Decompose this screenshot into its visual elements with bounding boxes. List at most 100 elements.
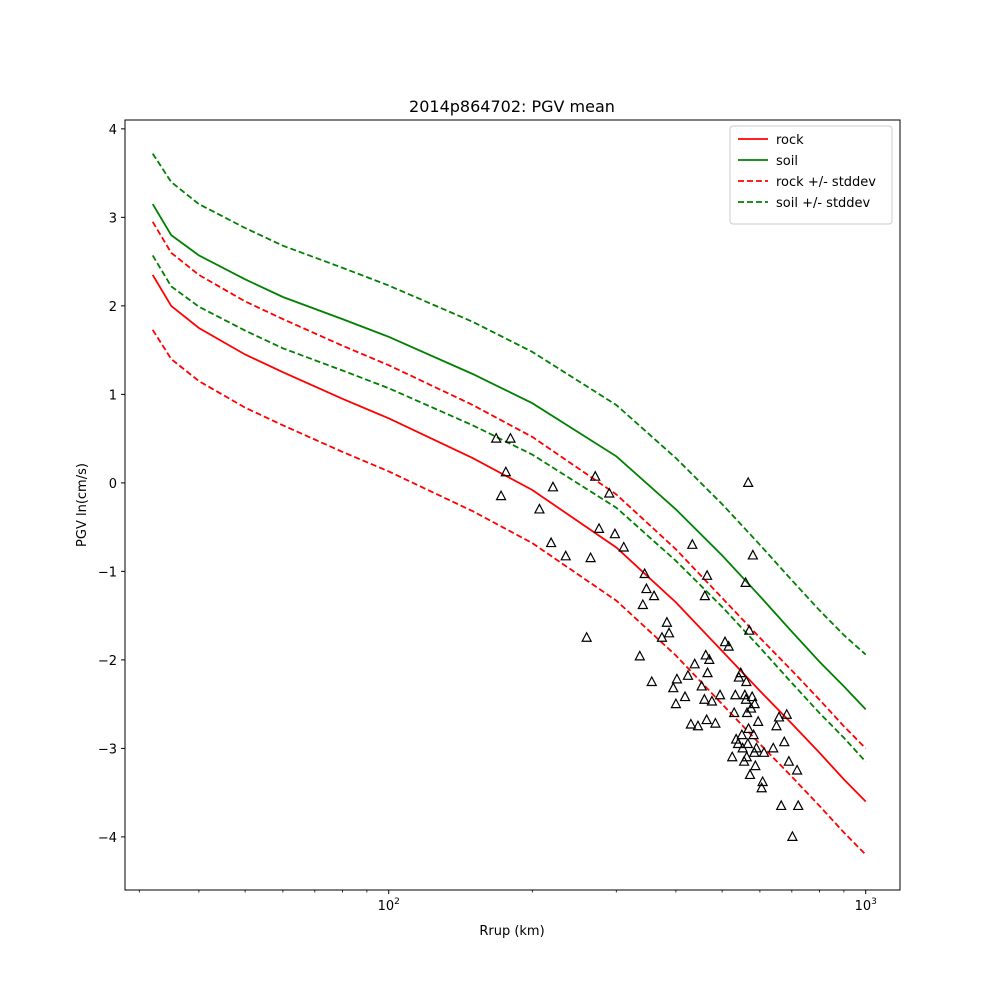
y-tick-label: −2 bbox=[98, 654, 117, 669]
observation-point bbox=[639, 567, 651, 579]
observation-point bbox=[495, 489, 507, 501]
series-line-2 bbox=[151, 221, 867, 750]
x-tick-label: 103 bbox=[855, 897, 877, 914]
y-tick-label: −4 bbox=[98, 831, 117, 846]
observation-point bbox=[701, 569, 713, 580]
observation-point bbox=[756, 781, 768, 793]
observation-point bbox=[637, 598, 649, 610]
legend-box bbox=[729, 125, 893, 225]
observation-point bbox=[740, 576, 752, 587]
observation-point bbox=[757, 775, 769, 787]
observation-point bbox=[770, 719, 782, 731]
observation-point bbox=[743, 624, 755, 635]
observation-point bbox=[500, 465, 512, 477]
observation-point bbox=[773, 711, 785, 722]
observation-point bbox=[692, 719, 704, 731]
observation-point bbox=[749, 759, 761, 771]
series-line-5 bbox=[151, 254, 867, 763]
legend-label: soil +/- stddev bbox=[776, 196, 871, 211]
plot-area-frame bbox=[124, 119, 901, 891]
observation-point bbox=[792, 799, 804, 811]
y-tick-label: 1 bbox=[109, 388, 117, 403]
series-line-3 bbox=[151, 329, 867, 856]
observation-point bbox=[752, 715, 764, 726]
observation-point bbox=[618, 541, 630, 552]
observation-point bbox=[699, 589, 711, 601]
x-tick-label: 102 bbox=[378, 897, 400, 914]
observation-point bbox=[640, 582, 652, 594]
observation-point bbox=[581, 631, 593, 642]
observation-point bbox=[679, 690, 691, 702]
observation-point bbox=[648, 589, 660, 601]
observation-point bbox=[729, 689, 741, 700]
observation-point bbox=[593, 522, 605, 533]
observation-point bbox=[634, 650, 646, 661]
observation-point bbox=[689, 658, 701, 669]
y-tick-label: 3 bbox=[109, 211, 117, 226]
observation-point bbox=[661, 616, 673, 627]
observation-point bbox=[663, 627, 675, 638]
observation-point bbox=[743, 722, 755, 734]
observation-point bbox=[746, 690, 758, 702]
observation-point bbox=[696, 680, 708, 691]
observation-point bbox=[740, 675, 752, 687]
observation-point bbox=[786, 830, 798, 841]
observation-point bbox=[533, 503, 545, 514]
observation-point bbox=[701, 713, 713, 725]
y-tick-label: 0 bbox=[109, 477, 117, 492]
observation-point bbox=[744, 768, 756, 780]
observation-point bbox=[735, 666, 747, 678]
observation-point bbox=[609, 527, 621, 539]
observation-point bbox=[682, 669, 694, 680]
observation-point bbox=[547, 481, 559, 492]
legend-label: soil bbox=[776, 154, 798, 169]
observation-point bbox=[702, 666, 714, 678]
observation-point bbox=[703, 653, 715, 664]
observation-point bbox=[685, 718, 697, 729]
y-axis-label: PGV ln(cm/s) bbox=[75, 463, 90, 547]
observation-point bbox=[723, 640, 735, 651]
observation-point bbox=[742, 476, 754, 487]
observation-point bbox=[585, 551, 597, 563]
legend-label: rock +/- stddev bbox=[776, 175, 876, 190]
observation-point bbox=[726, 750, 738, 762]
observation-point bbox=[667, 681, 679, 693]
observation-point bbox=[747, 549, 759, 560]
observation-point bbox=[775, 799, 787, 811]
observation-point bbox=[646, 675, 658, 687]
observation-point bbox=[748, 728, 760, 740]
y-tick-label: 2 bbox=[109, 300, 117, 315]
series-line-0 bbox=[151, 274, 867, 803]
chart-title: 2014p864702: PGV mean bbox=[409, 97, 615, 116]
observation-point bbox=[719, 635, 731, 647]
observation-point bbox=[545, 536, 557, 548]
observation-point bbox=[791, 764, 803, 775]
observation-point bbox=[714, 689, 726, 700]
observation-point bbox=[700, 649, 712, 660]
observation-point bbox=[741, 750, 753, 762]
observation-point bbox=[783, 755, 795, 766]
observation-point bbox=[781, 708, 793, 719]
observation-point bbox=[749, 697, 761, 709]
observation-point bbox=[706, 695, 718, 706]
series-line-4 bbox=[151, 153, 867, 656]
observation-point bbox=[698, 693, 710, 704]
y-tick-label: 4 bbox=[109, 123, 117, 138]
y-tick-label: −3 bbox=[98, 742, 117, 757]
observation-point bbox=[490, 432, 502, 443]
observation-point bbox=[750, 742, 762, 753]
observation-point bbox=[728, 706, 740, 718]
observation-point bbox=[603, 487, 615, 498]
series-line-1 bbox=[151, 203, 867, 711]
observation-point bbox=[758, 746, 770, 757]
observation-point bbox=[560, 550, 572, 561]
observation-point bbox=[739, 689, 751, 700]
observation-point bbox=[742, 737, 754, 749]
observation-point bbox=[709, 717, 721, 728]
observation-point bbox=[778, 735, 790, 747]
legend: rock soil rock +/- stddev soil +/- stddev bbox=[729, 125, 893, 225]
observation-point bbox=[670, 697, 682, 709]
observation-point bbox=[732, 737, 744, 749]
y-tick-label: −1 bbox=[98, 565, 117, 580]
